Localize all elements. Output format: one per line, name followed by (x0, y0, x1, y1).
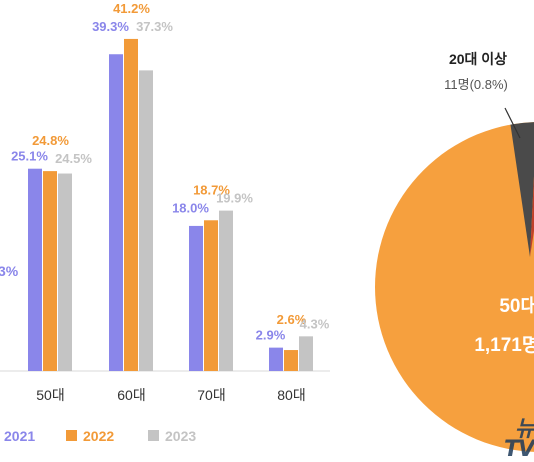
value-label-2023-3: 4.3% (300, 316, 330, 331)
value-label-2023-0: 24.5% (55, 151, 92, 166)
legend-label-2021: 2021 (4, 428, 35, 444)
legend-label-2023: 2023 (165, 428, 196, 444)
bar-2023-0 (58, 173, 72, 371)
watermark-logo: 뉴 TV (503, 417, 534, 462)
bar-2021-0 (28, 168, 42, 371)
legend-label-2022: 2022 (83, 428, 114, 444)
bar-2022-1 (124, 38, 138, 371)
legend-swatch-2023 (148, 430, 159, 441)
value-label-2021-1: 39.3% (92, 19, 129, 34)
pie-main-label: 50대 이 (499, 295, 534, 317)
value-label-2021-2: 18.0% (172, 200, 209, 215)
bar-2023-1 (139, 70, 153, 371)
value-label-2022-0: 24.8% (32, 133, 69, 148)
category-label-2: 70대 (197, 387, 225, 403)
bar-2022-0 (43, 171, 57, 371)
legend-swatch-2022 (66, 430, 77, 441)
pie-callout-value: 11명(0.8%) (444, 77, 508, 92)
pie-slice-accent (530, 176, 534, 257)
category-label-0: 50대 (36, 387, 64, 403)
bar-2022-3 (284, 350, 298, 371)
bar-2021-2 (189, 225, 203, 371)
category-label-1: 60대 (117, 387, 145, 403)
category-label-3: 80대 (277, 387, 305, 403)
value-label-2023-1: 37.3% (136, 19, 173, 34)
pie-slice-small (510, 122, 534, 257)
bar-2022-2 (204, 220, 218, 371)
value-label-2022-3: 2.6% (277, 312, 307, 327)
callout-leader (504, 107, 521, 139)
partial-left-label: 3% (0, 263, 19, 279)
bar-2021-1 (109, 54, 123, 371)
value-label-2022-1: 41.2% (113, 1, 150, 16)
bar-2023-3 (299, 336, 313, 371)
bar-2023-2 (219, 210, 233, 371)
value-label-2023-2: 19.9% (216, 191, 253, 206)
bar-2021-3 (269, 347, 283, 371)
pie-main-value: 1,171명( (474, 334, 534, 356)
value-label-2022-2: 18.7% (193, 182, 230, 197)
value-label-2021-0: 25.1% (11, 149, 48, 164)
value-label-2021-3: 2.9% (256, 328, 286, 343)
pie-callout-title: 20대 이상 (449, 51, 507, 67)
pie-slice-main (375, 122, 534, 452)
